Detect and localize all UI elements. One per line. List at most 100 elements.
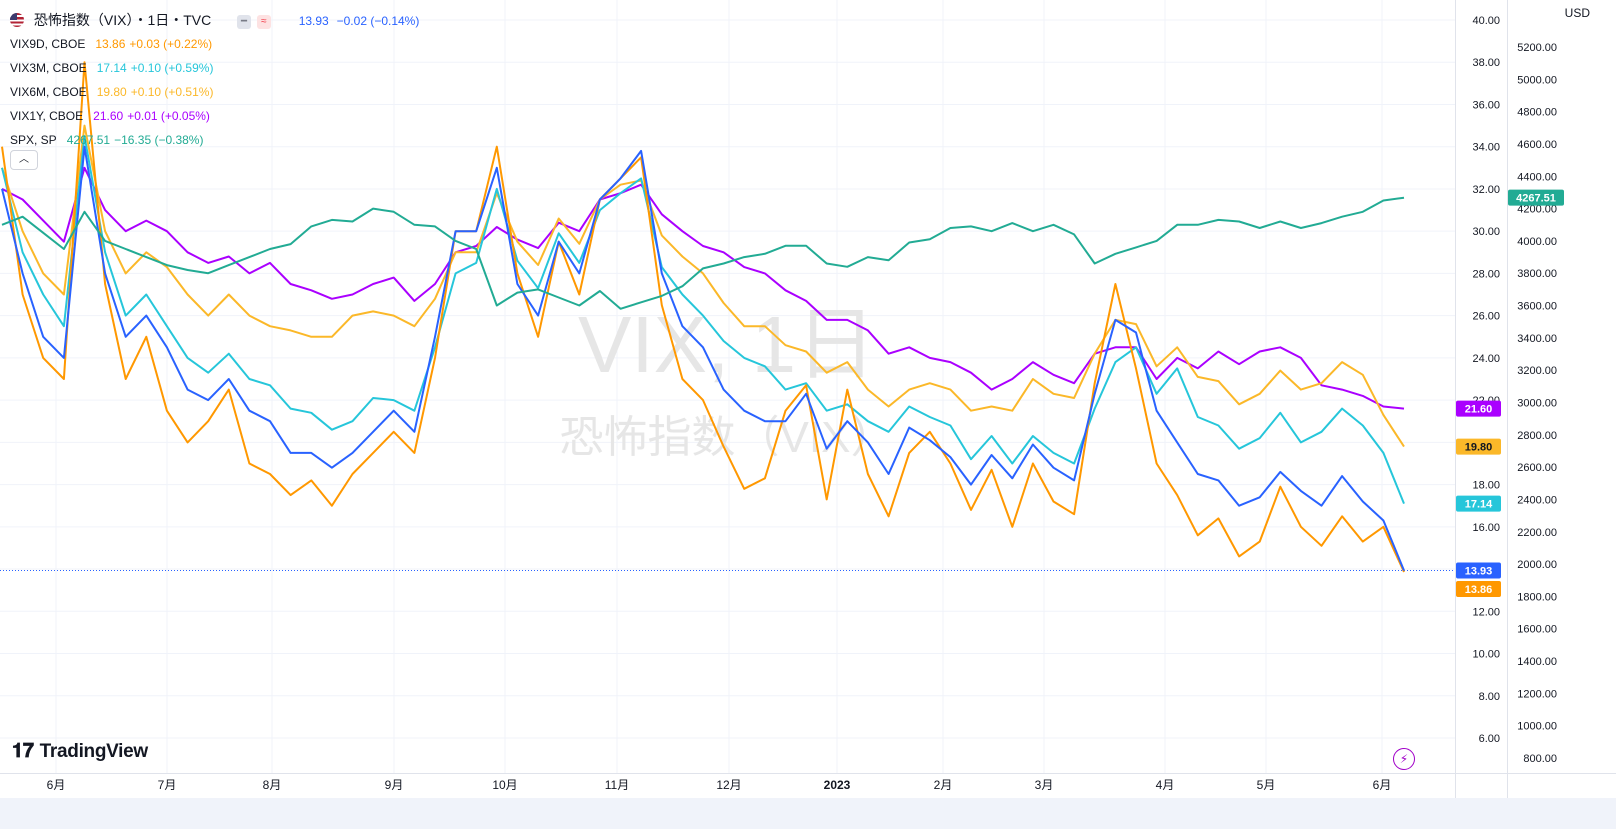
right-axis-tick: 2000.00 bbox=[1517, 559, 1557, 571]
right-axis-tick: 3400.00 bbox=[1517, 333, 1557, 345]
us-flag-icon bbox=[10, 13, 24, 27]
minus-icon[interactable]: ━ bbox=[237, 15, 252, 29]
x-axis-tick: 12月 bbox=[716, 778, 741, 792]
x-axis-tick: 11月 bbox=[605, 778, 629, 792]
tradingview-mark-icon: 𝟏𝟕 bbox=[12, 740, 34, 762]
chart-title[interactable]: 恐怖指数（VIX）・1日・TVC bbox=[33, 12, 212, 28]
x-axis-tick: 6月 bbox=[1373, 778, 1392, 792]
price-badge-vix6m bbox=[1456, 438, 1501, 455]
left-axis-tick: 28.00 bbox=[1472, 268, 1500, 280]
legend-value: 19.80 bbox=[96, 85, 127, 99]
legend-symbol: VIX6M, CBOE bbox=[10, 85, 87, 99]
left-axis-tick: 26.00 bbox=[1472, 311, 1500, 323]
legend-symbol: VIX9D, CBOE bbox=[10, 37, 86, 51]
legend-value: 17.14 bbox=[96, 61, 127, 75]
legend-value: 4267.51 bbox=[66, 133, 111, 147]
left-axis-tick: 30.00 bbox=[1472, 226, 1500, 238]
right-axis-tick: 4400.00 bbox=[1517, 171, 1557, 183]
collapse-legend-button[interactable]: ︿ bbox=[10, 150, 38, 170]
right-axis-tick: 3800.00 bbox=[1517, 268, 1557, 280]
legend-row[interactable]: VIX1Y, CBOE 21.60 +0.01 (+0.05%) bbox=[10, 104, 419, 128]
left-axis-tick: 38.00 bbox=[1472, 57, 1500, 69]
right-axis-tick: 800.00 bbox=[1523, 753, 1557, 765]
right-axis-tick: 2200.00 bbox=[1517, 527, 1557, 539]
price-badge-label: 21.60 bbox=[1465, 404, 1493, 416]
wave-icon[interactable]: ≈ bbox=[256, 15, 271, 29]
x-axis-tick: 6月 bbox=[47, 778, 66, 792]
right-axis-tick: 1600.00 bbox=[1517, 624, 1557, 636]
left-axis-tick: 40.00 bbox=[1472, 15, 1500, 27]
x-axis-tick: 2月 bbox=[934, 778, 953, 792]
right-axis-tick: 3000.00 bbox=[1517, 398, 1557, 410]
price-badge-vix3m bbox=[1456, 495, 1501, 512]
price-badge-spx bbox=[1508, 189, 1564, 206]
x-axis-tick: 3月 bbox=[1035, 778, 1054, 792]
x-axis-tick: 4月 bbox=[1156, 778, 1175, 792]
price-badge-label: 13.93 bbox=[1465, 566, 1493, 578]
legend-row[interactable]: VIX6M, CBOE 19.80 +0.10 (+0.51%) bbox=[10, 80, 419, 104]
lightning-icon[interactable]: ⚡ bbox=[1393, 748, 1415, 770]
legend-symbol: VIX3M, CBOE bbox=[10, 61, 87, 75]
series-line-vix9d[interactable] bbox=[1, 61, 1405, 573]
legend-value: 13.86 bbox=[95, 37, 126, 51]
x-axis-tick: 7月 bbox=[158, 778, 177, 792]
legend-row[interactable]: VIX3M, CBOE 17.14 +0.10 (+0.59%) bbox=[10, 56, 419, 80]
right-axis-tick: 5000.00 bbox=[1517, 74, 1557, 86]
right-axis-tick: 2600.00 bbox=[1517, 462, 1557, 474]
legend-change: +0.10 (+0.51%) bbox=[130, 85, 214, 99]
left-axis-tick: 36.00 bbox=[1472, 99, 1500, 111]
x-axis-tick: 8月 bbox=[263, 778, 282, 792]
main-series-row: 恐怖指数（VIX）・1日・TVC ━ ≈ 13.93 −0.02 (−0.14%… bbox=[10, 8, 419, 32]
series-line-vix[interactable] bbox=[1, 145, 1405, 571]
right-axis-tick: 1800.00 bbox=[1517, 591, 1557, 603]
left-axis-tick: 24.00 bbox=[1472, 353, 1500, 365]
legend-change: +0.10 (+0.59%) bbox=[130, 61, 214, 75]
main-change: −0.02 (−0.14%) bbox=[336, 14, 420, 28]
main-value: 13.93 bbox=[298, 14, 329, 28]
currency-label[interactable]: USD bbox=[1564, 6, 1590, 20]
right-axis-tick: 4000.00 bbox=[1517, 236, 1557, 248]
price-badge-label: 17.14 bbox=[1465, 499, 1493, 511]
legend-change: −16.35 (−0.38%) bbox=[114, 133, 204, 147]
price-badge-vix9d bbox=[1456, 581, 1501, 598]
x-axis-tick: 10月 bbox=[492, 778, 517, 792]
left-axis-tick: 8.00 bbox=[1479, 691, 1500, 703]
left-axis-tick: 10.00 bbox=[1472, 649, 1500, 661]
right-axis-tick: 1400.00 bbox=[1517, 656, 1557, 668]
right-axis-tick: 2800.00 bbox=[1517, 430, 1557, 442]
x-axis-tick: 2023 bbox=[824, 778, 851, 792]
left-axis-tick: 6.00 bbox=[1479, 733, 1500, 745]
right-axis-tick: 4800.00 bbox=[1517, 107, 1557, 119]
left-axis-tick: 18.00 bbox=[1472, 480, 1500, 492]
left-axis-tick: 34.00 bbox=[1472, 142, 1500, 154]
tradingview-logo[interactable]: 𝟏𝟕 TradingView bbox=[12, 740, 148, 763]
legend-symbol: SPX, SP bbox=[10, 133, 57, 147]
x-axis-tick: 5月 bbox=[1257, 778, 1276, 792]
x-axis-tick: 9月 bbox=[385, 778, 404, 792]
brand-name: TradingView bbox=[39, 741, 149, 762]
series-line-vix6m[interactable] bbox=[1, 124, 1405, 448]
right-axis-tick: 3600.00 bbox=[1517, 301, 1557, 313]
bottom-toolbar-strip bbox=[0, 798, 1616, 829]
right-axis-tick: 1200.00 bbox=[1517, 688, 1557, 700]
legend-row[interactable]: VIX9D, CBOE 13.86 +0.03 (+0.22%) bbox=[10, 32, 419, 56]
legend-symbol: VIX1Y, CBOE bbox=[10, 109, 84, 123]
left-axis-tick: 12.00 bbox=[1472, 606, 1500, 618]
left-axis-tick: 16.00 bbox=[1472, 522, 1500, 534]
series-line-vix3m[interactable] bbox=[1, 135, 1405, 504]
left-axis-tick: 32.00 bbox=[1472, 184, 1500, 196]
price-badge-vix bbox=[1456, 562, 1501, 579]
price-badge-label: 4267.51 bbox=[1516, 193, 1556, 205]
legend-row[interactable]: SPX, SP 4267.51 −16.35 (−0.38%) bbox=[10, 128, 419, 152]
right-axis-tick: 5200.00 bbox=[1517, 42, 1557, 54]
right-axis-tick: 4600.00 bbox=[1517, 139, 1557, 151]
price-badge-vix1y bbox=[1456, 400, 1501, 417]
price-badge-label: 13.86 bbox=[1465, 584, 1493, 596]
series-line-spx[interactable] bbox=[1, 196, 1405, 310]
legend-value: 21.60 bbox=[93, 109, 124, 123]
right-axis-tick: 3200.00 bbox=[1517, 365, 1557, 377]
right-axis-tick: 1000.00 bbox=[1517, 721, 1557, 733]
legend-change: +0.03 (+0.22%) bbox=[129, 37, 213, 51]
